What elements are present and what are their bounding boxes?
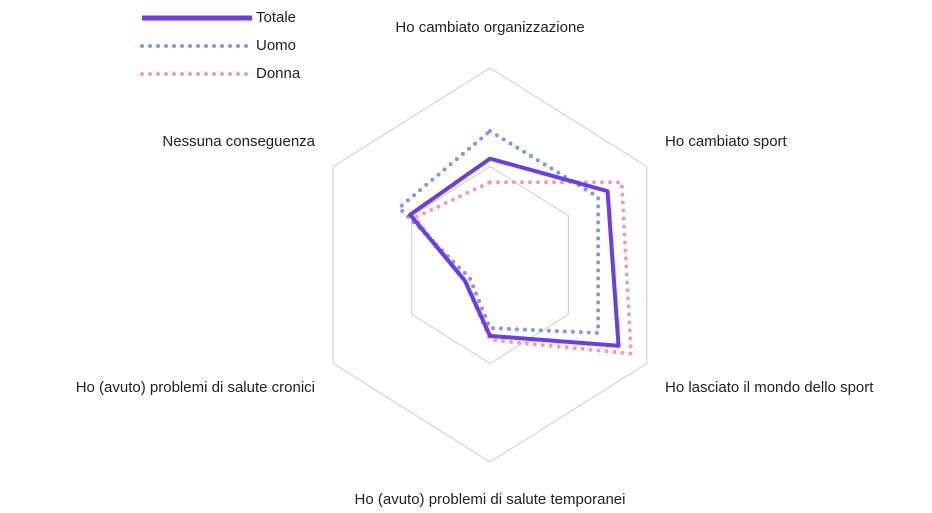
axis-label: Ho cambiato sport	[665, 133, 788, 150]
legend-label: Totale	[256, 9, 296, 26]
series-line	[408, 156, 621, 348]
series-line	[397, 129, 601, 335]
legend-label: Uomo	[256, 37, 296, 54]
axis-label: Nessuna conseguenza	[162, 133, 315, 150]
axis-label: Ho (avuto) problemi di salute temporanei	[355, 491, 626, 508]
axis-label: Ho (avuto) problemi di salute cronici	[76, 379, 315, 396]
axis-label: Ho cambiato organizzazione	[395, 19, 584, 36]
axis-label: Ho lasciato il mondo dello sport	[665, 379, 874, 396]
legend-label: Donna	[256, 65, 301, 82]
grid-ring	[332, 67, 648, 463]
